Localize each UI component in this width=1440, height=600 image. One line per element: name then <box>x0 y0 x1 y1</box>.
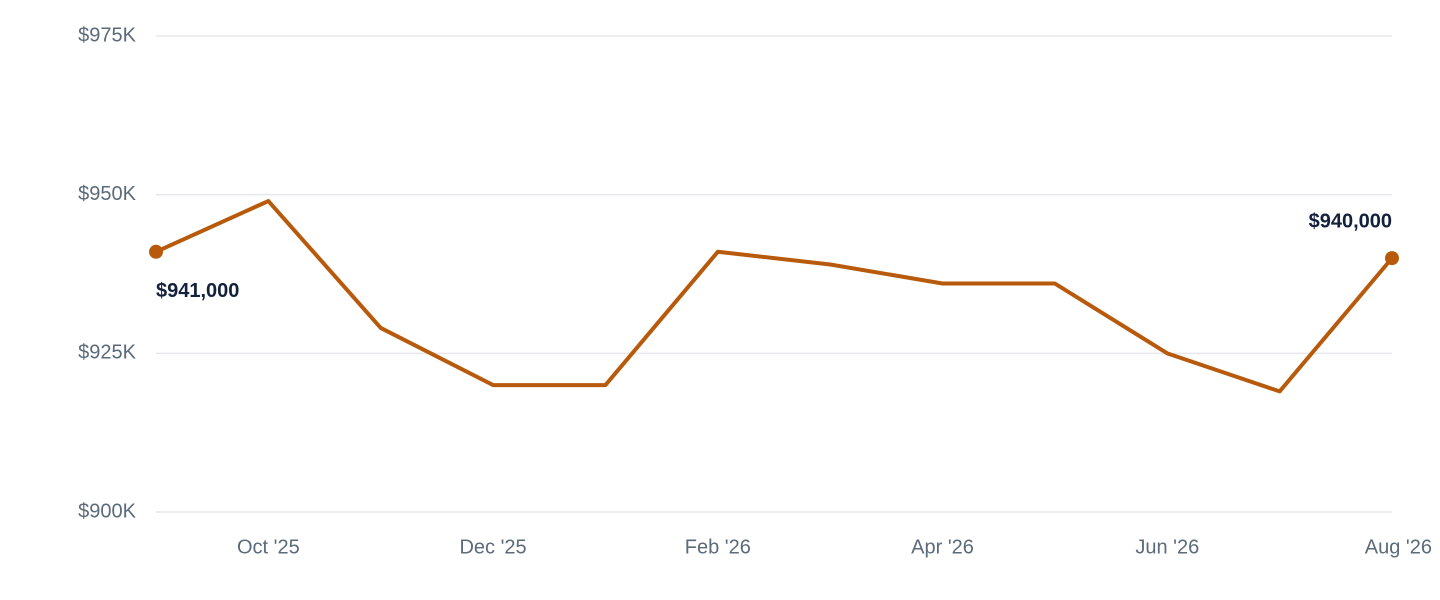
series-line <box>154 199 1394 394</box>
y-axis-labels: $975K $950K $925K $900K <box>78 24 136 522</box>
data-label: $940,000 <box>1309 210 1392 232</box>
x-tick-label: Aug '26 <box>1365 536 1432 558</box>
x-tick-label: Oct '25 <box>237 536 300 558</box>
y-tick-label: $950K <box>78 183 136 205</box>
data-point-marker <box>1385 251 1399 266</box>
y-tick-label: $900K <box>78 500 136 522</box>
data-point-layer <box>149 244 1399 266</box>
grid-layer <box>156 35 1392 513</box>
data-point-marker <box>149 244 163 259</box>
series-layer <box>154 199 1394 394</box>
x-axis-labels: Oct '25 Dec '25 Feb '26 Apr '26 Jun '26 Aug '… <box>237 536 1432 558</box>
y-tick-label: $925K <box>78 342 136 364</box>
data-label-layer: $941,000 $940,000 <box>156 210 1392 302</box>
x-tick-label: Jun '26 <box>1135 536 1199 558</box>
data-label: $941,000 <box>156 280 239 302</box>
x-tick-label: Apr '26 <box>911 536 974 558</box>
y-tick-label: $975K <box>78 24 136 46</box>
x-tick-label: Feb '26 <box>685 536 751 558</box>
x-tick-label: Dec '25 <box>459 536 526 558</box>
